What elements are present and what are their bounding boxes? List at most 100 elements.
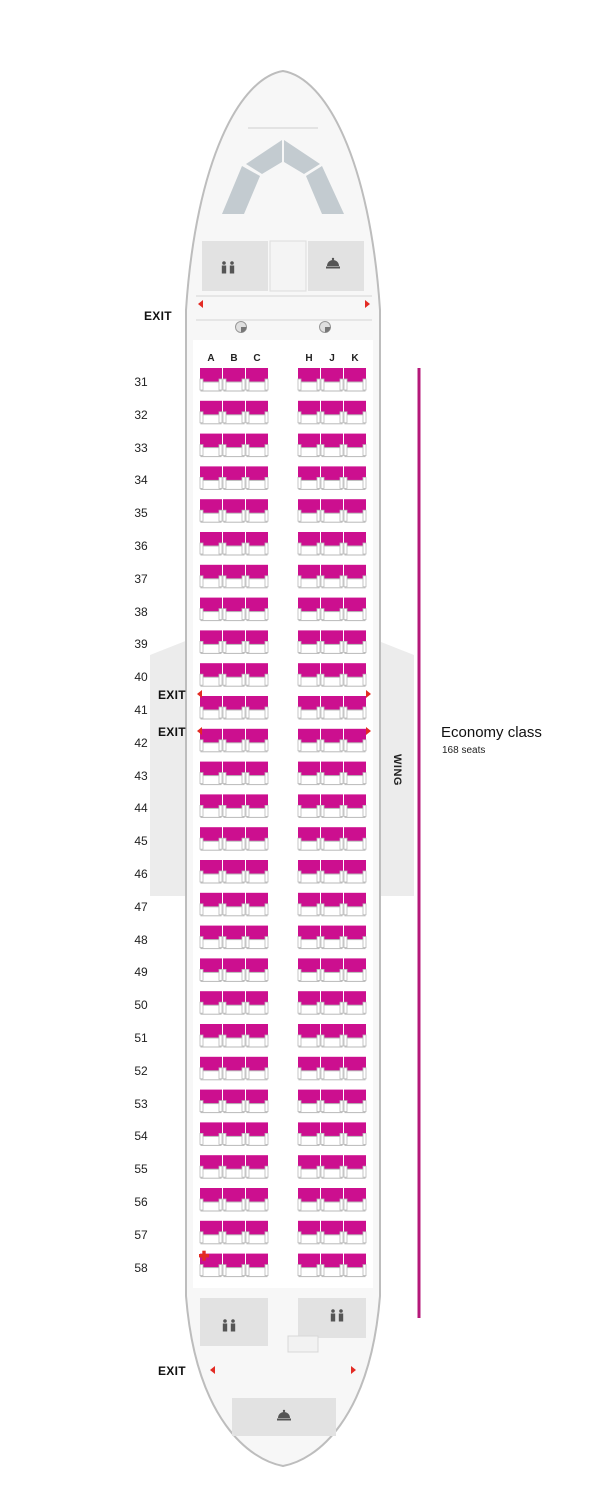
seat-52H[interactable] <box>297 1056 321 1081</box>
seat-55B[interactable] <box>222 1155 246 1179</box>
seat-43C[interactable] <box>245 761 269 786</box>
seat-37H[interactable] <box>297 564 321 589</box>
seat-56B[interactable] <box>222 1188 246 1212</box>
seat-55H[interactable] <box>297 1155 321 1179</box>
seat-53H[interactable] <box>297 1089 321 1114</box>
seat-49A[interactable] <box>199 958 223 982</box>
seat-50J[interactable] <box>320 991 344 1015</box>
seat-33C[interactable] <box>245 433 269 458</box>
seat-49J[interactable] <box>320 958 344 982</box>
seat-44J[interactable] <box>320 794 344 818</box>
seat-56J[interactable] <box>320 1188 344 1212</box>
seat-35J[interactable] <box>320 499 344 523</box>
seat-33K[interactable] <box>343 433 367 458</box>
seat-53K[interactable] <box>343 1089 367 1114</box>
seat-32B[interactable] <box>222 400 246 425</box>
seat-55K[interactable] <box>343 1155 367 1179</box>
seat-46C[interactable] <box>245 860 269 884</box>
seat-39C[interactable] <box>245 630 269 654</box>
seat-36K[interactable] <box>343 532 367 556</box>
seat-44C[interactable] <box>245 794 269 818</box>
seat-51K[interactable] <box>343 1024 367 1048</box>
seat-50C[interactable] <box>245 991 269 1015</box>
seat-40B[interactable] <box>222 663 246 687</box>
seat-50A[interactable] <box>199 991 223 1015</box>
seat-35H[interactable] <box>297 499 321 523</box>
seat-51B[interactable] <box>222 1024 246 1048</box>
seat-54H[interactable] <box>297 1122 321 1146</box>
seat-43J[interactable] <box>320 761 344 786</box>
seat-34K[interactable] <box>343 466 367 490</box>
seat-41A[interactable] <box>199 696 223 720</box>
seat-36A[interactable] <box>199 532 223 556</box>
seat-53C[interactable] <box>245 1089 269 1114</box>
seat-41J[interactable] <box>320 696 344 720</box>
seat-34A[interactable] <box>199 466 223 490</box>
seat-57H[interactable] <box>297 1220 321 1245</box>
seat-47K[interactable] <box>343 892 367 917</box>
seat-53J[interactable] <box>320 1089 344 1114</box>
seat-48J[interactable] <box>320 925 344 950</box>
seat-56K[interactable] <box>343 1188 367 1212</box>
seat-50B[interactable] <box>222 991 246 1015</box>
seat-33H[interactable] <box>297 433 321 458</box>
seat-52B[interactable] <box>222 1056 246 1081</box>
seat-41C[interactable] <box>245 696 269 720</box>
seat-42C[interactable] <box>245 728 269 753</box>
seat-57A[interactable] <box>199 1220 223 1245</box>
seat-40C[interactable] <box>245 663 269 687</box>
seat-42B[interactable] <box>222 728 246 753</box>
seat-33J[interactable] <box>320 433 344 458</box>
seat-45J[interactable] <box>320 827 344 851</box>
seat-48C[interactable] <box>245 925 269 950</box>
seat-44A[interactable] <box>199 794 223 818</box>
seat-37C[interactable] <box>245 564 269 589</box>
seat-38J[interactable] <box>320 597 344 622</box>
seat-54J[interactable] <box>320 1122 344 1146</box>
seat-31H[interactable] <box>297 368 321 392</box>
seat-44K[interactable] <box>343 794 367 818</box>
seat-48B[interactable] <box>222 925 246 950</box>
seat-54B[interactable] <box>222 1122 246 1146</box>
seat-45B[interactable] <box>222 827 246 851</box>
seat-35C[interactable] <box>245 499 269 523</box>
seat-52J[interactable] <box>320 1056 344 1081</box>
seat-44B[interactable] <box>222 794 246 818</box>
seat-38H[interactable] <box>297 597 321 622</box>
seat-37J[interactable] <box>320 564 344 589</box>
seat-43H[interactable] <box>297 761 321 786</box>
seat-53B[interactable] <box>222 1089 246 1114</box>
seat-39A[interactable] <box>199 630 223 654</box>
seat-31C[interactable] <box>245 368 269 392</box>
seat-37A[interactable] <box>199 564 223 589</box>
seat-47C[interactable] <box>245 892 269 917</box>
seat-34H[interactable] <box>297 466 321 490</box>
seat-51H[interactable] <box>297 1024 321 1048</box>
seat-46A[interactable] <box>199 860 223 884</box>
seat-57B[interactable] <box>222 1220 246 1245</box>
seat-54A[interactable] <box>199 1122 223 1146</box>
seat-39B[interactable] <box>222 630 246 654</box>
seat-41K[interactable] <box>343 696 367 720</box>
seat-49C[interactable] <box>245 958 269 982</box>
seat-47A[interactable] <box>199 892 223 917</box>
seat-40J[interactable] <box>320 663 344 687</box>
seat-49K[interactable] <box>343 958 367 982</box>
seat-48A[interactable] <box>199 925 223 950</box>
seat-50K[interactable] <box>343 991 367 1015</box>
seat-49B[interactable] <box>222 958 246 982</box>
seat-40K[interactable] <box>343 663 367 687</box>
seat-43B[interactable] <box>222 761 246 786</box>
seat-45A[interactable] <box>199 827 223 851</box>
seat-43A[interactable] <box>199 761 223 786</box>
seat-47H[interactable] <box>297 892 321 917</box>
seat-52C[interactable] <box>245 1056 269 1081</box>
seat-32C[interactable] <box>245 400 269 425</box>
seat-51C[interactable] <box>245 1024 269 1048</box>
seat-33B[interactable] <box>222 433 246 458</box>
seat-32A[interactable] <box>199 400 223 425</box>
seat-51J[interactable] <box>320 1024 344 1048</box>
seat-42K[interactable] <box>343 728 367 753</box>
seat-38C[interactable] <box>245 597 269 622</box>
seat-52A[interactable] <box>199 1056 223 1081</box>
